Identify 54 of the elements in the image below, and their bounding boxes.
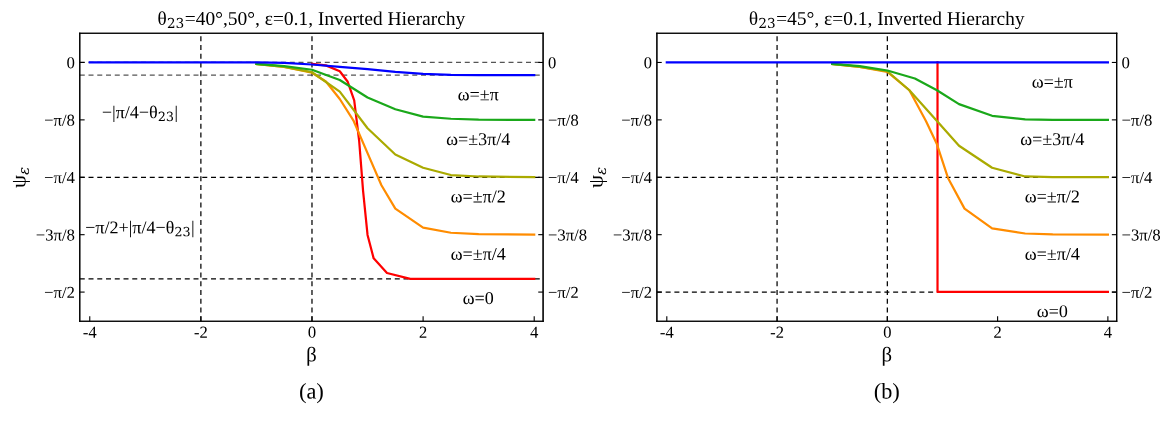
y-tick-label: −π/8 [44,114,75,126]
y-tick-label: −3π/8 [613,229,652,241]
x-tick-label: 4 [530,326,539,338]
y-axis-title: ψ$_{ε}$ [12,167,30,188]
x-tick-label: 0 [308,326,316,338]
x-tick-label: 0 [883,326,891,338]
x-tick-label: -4 [83,326,97,338]
y2-tick-label: 0 [548,57,556,69]
series-label: ω=±3π/4 [446,133,511,146]
y2-tick-label: −π/4 [1122,172,1153,184]
y-tick-label: −π/8 [622,114,652,126]
x-tick-label: 2 [419,326,427,338]
y2-tick-label: 0 [1122,57,1130,69]
text: (b) [874,383,899,404]
y-axis-title: ψ$_{ε}$ [590,167,608,188]
x-tick-label: -2 [770,326,784,338]
x-axis-title: β [882,346,892,366]
line-series [255,62,536,122]
x-tick-label: 2 [994,326,1001,338]
x-tick-label: -4 [660,326,674,338]
series-label: ω=±π/4 [1025,247,1080,261]
y-tick-label: 0 [644,57,652,69]
y2-tick-label: −3π/8 [548,229,587,241]
series-label: ω=±π [1032,77,1073,88]
y-tick-label: −π/4 [44,172,75,184]
y2-tick-label: −π/8 [1122,114,1152,126]
series-label: ω=±3π/4 [1020,133,1085,146]
y2-tick-label: −π/2 [1122,286,1152,299]
series-label: ω=±π/2 [1025,190,1079,203]
x-tick-label: 4 [1104,326,1112,338]
series-label: ω=±π/4 [451,247,506,261]
y-tick-label: 0 [67,57,75,69]
series-label: ω=±π [458,90,499,101]
x-tick-label: -2 [194,326,207,338]
y2-tick-label: −3π/8 [1122,229,1161,241]
text: (a) [300,383,323,404]
line-series [831,62,1109,122]
annotation: −|π/4−θ$_{23}$| [102,105,177,123]
y-tick-label: −π/2 [44,286,74,299]
y-tick-label: −3π/8 [36,229,75,241]
line-series [88,61,536,77]
y-tick-label: −π/4 [622,172,652,184]
series-label: ω=0 [463,291,494,305]
y2-tick-label: −π/8 [548,114,579,126]
y-tick-label: −π/2 [622,286,652,299]
chart-title: θ$_{23}$=40°,50°, ε=0.1, Inverted Hierarchy [158,11,466,30]
annotation: −π/2+|π/4−θ$_{23}$| [86,220,194,238]
y2-tick-label: −π/4 [548,172,579,184]
chart-title: θ$_{23}$=45°, ε=0.1, Inverted Hierarchy [749,11,1025,30]
y2-tick-label: −π/2 [548,286,578,299]
series-label: ω=±π/2 [451,190,505,203]
x-axis-title: β [307,346,316,366]
series-label: ω=0 [1037,305,1068,318]
line-series [310,62,536,280]
